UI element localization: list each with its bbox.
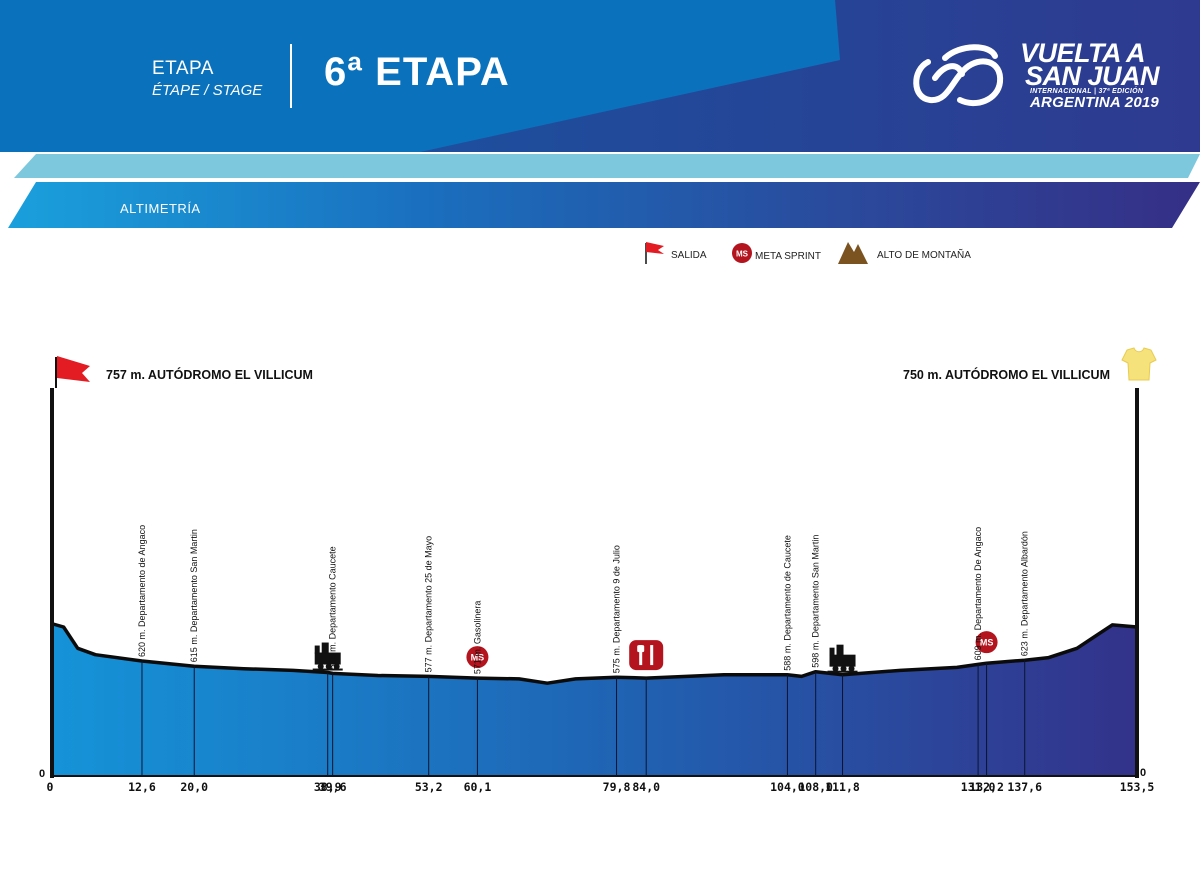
km-tick-label: 60,1 bbox=[464, 780, 492, 794]
header-banner bbox=[0, 0, 1200, 152]
legend-meta-sprint-label: META SPRINT bbox=[755, 251, 821, 262]
legend-icons: MS bbox=[645, 242, 868, 264]
km-tick-label: 108,0 bbox=[798, 780, 833, 794]
etapa-subtitle: ÉTAPE / STAGE bbox=[152, 82, 263, 99]
km-tick-label: 153,5 bbox=[1120, 780, 1155, 794]
km-tick-label: 131,0 bbox=[961, 780, 996, 794]
svg-text:MS: MS bbox=[980, 638, 994, 648]
logo-line-1: VUELTA A bbox=[1020, 38, 1146, 68]
meta-sprint-icon: MS bbox=[466, 646, 489, 669]
stage-title: 6ª ETAPA bbox=[324, 50, 510, 94]
legend-flag-icon bbox=[645, 242, 664, 264]
waypoint-label: 598 m. Departamento San Martin bbox=[811, 535, 821, 668]
km-tick-label: 132,2 bbox=[969, 780, 1004, 794]
elevation-profile-area bbox=[53, 624, 1137, 776]
km-tick-label: 20,0 bbox=[180, 780, 208, 794]
legend-alto-montana-label: ALTO DE MONTAÑA bbox=[877, 250, 971, 261]
meta-sprint-icon: MS bbox=[975, 631, 998, 654]
waypoint-label: 615 m. Departamento San Martin bbox=[189, 529, 199, 662]
km-tick-label: 137,6 bbox=[1007, 780, 1042, 794]
feed-zone-icon bbox=[629, 640, 664, 671]
km-tick-label: 79,8 bbox=[603, 780, 631, 794]
km-tick-label: 111,8 bbox=[825, 780, 860, 794]
waypoint-label: 609 m. Departamento De Angaco bbox=[973, 527, 983, 661]
logo-icon bbox=[913, 44, 1004, 107]
waypoint-label: 620 m. Departamento de Angaco bbox=[137, 525, 147, 657]
waypoint-label: 588 m. Departamento de Caucete bbox=[782, 535, 792, 671]
km-tick-label: 0 bbox=[47, 780, 54, 794]
legend-salida-label: SALIDA bbox=[671, 250, 707, 261]
svg-text:MS: MS bbox=[736, 250, 749, 259]
axis-zero-right: 0 bbox=[1140, 767, 1146, 779]
start-post bbox=[50, 388, 54, 778]
svg-text:MS: MS bbox=[471, 653, 485, 663]
section-bands bbox=[8, 154, 1200, 228]
axis-zero-left: 0 bbox=[39, 768, 45, 780]
logo-line-4: ARGENTINA 2019 bbox=[1030, 94, 1159, 111]
km-tick-label: 104,0 bbox=[770, 780, 805, 794]
legend-mountain-icon bbox=[838, 242, 868, 264]
section-title: ALTIMETRÍA bbox=[120, 201, 201, 216]
legend-meta-sprint-icon: MS bbox=[732, 243, 752, 263]
waypoint-label: 623 m. Departamento Albardón bbox=[1020, 531, 1030, 656]
km-tick-label: 39,6 bbox=[319, 780, 347, 794]
logo-line-2: SAN JUAN bbox=[1025, 61, 1160, 91]
elevation-profile-line bbox=[52, 622, 1138, 685]
railway-crossing-icon bbox=[312, 642, 343, 671]
km-tick-label: 12,6 bbox=[128, 780, 156, 794]
logo-line-3: INTERNACIONAL | 37ª EDICIÓN bbox=[1030, 88, 1144, 95]
start-label: 757 m. AUTÓDROMO EL VILLICUM bbox=[106, 367, 313, 382]
etapa-label: ETAPA bbox=[152, 58, 214, 79]
finish-label: 750 m. AUTÓDROMO EL VILLICUM bbox=[903, 367, 1110, 382]
waypoint-label: 577 m. Departamento 25 de Mayo bbox=[424, 536, 434, 673]
finish-post bbox=[1135, 388, 1139, 778]
km-tick-label: 38,9 bbox=[314, 780, 342, 794]
waypoint-label: 588 m. Departamento Caucete bbox=[328, 546, 338, 669]
railway-crossing-icon bbox=[827, 644, 858, 673]
leader-jersey-icon bbox=[1121, 347, 1157, 381]
waypoint-label: 571 m. Gasolinera bbox=[472, 601, 482, 675]
start-flag-icon bbox=[55, 356, 90, 388]
km-tick-label: 84,0 bbox=[632, 780, 660, 794]
km-tick-label: 53,2 bbox=[415, 780, 443, 794]
waypoint-label: 575 m. Departamento 9 de Julio bbox=[612, 545, 622, 673]
